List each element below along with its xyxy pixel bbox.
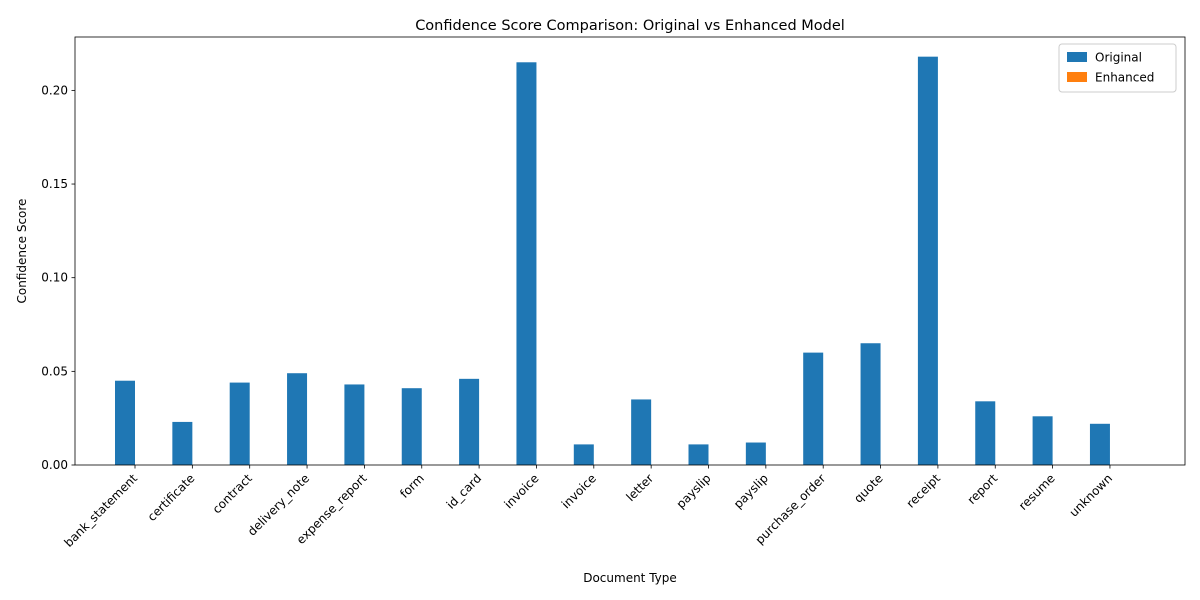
bar-original-17	[1089, 423, 1110, 465]
bar-original-9	[631, 399, 652, 465]
bar-original-3	[287, 373, 308, 465]
bar-original-11	[745, 442, 766, 465]
y-tick-label: 0.00	[41, 458, 68, 472]
y-tick-label: 0.05	[41, 364, 68, 378]
bar-original-16	[1032, 416, 1053, 465]
chart-title: Confidence Score Comparison: Original vs…	[415, 18, 845, 34]
bar-original-7	[516, 62, 537, 465]
legend-swatch-original	[1067, 52, 1087, 62]
bar-original-13	[860, 343, 881, 465]
legend-label-enhanced: Enhanced	[1095, 71, 1154, 85]
bar-original-5	[401, 388, 422, 465]
bar-original-14	[917, 56, 938, 466]
legend: Original Enhanced	[1058, 43, 1177, 93]
bar-original-1	[172, 421, 193, 465]
y-axis-title: Confidence Score	[15, 199, 29, 304]
bar-original-10	[688, 444, 709, 465]
bar-original-8	[573, 444, 594, 465]
bar-original-4	[344, 384, 365, 465]
legend-box	[1058, 43, 1177, 93]
bar-original-2	[229, 382, 250, 465]
bar-original-15	[975, 401, 996, 465]
x-axis-title: Document Type	[583, 571, 677, 585]
y-tick-label: 0.15	[41, 177, 68, 191]
legend-swatch-enhanced	[1067, 72, 1087, 82]
y-tick-label: 0.10	[41, 271, 68, 285]
bar-original-12	[803, 352, 824, 465]
bar-original-0	[115, 380, 135, 465]
y-tick-label: 0.20	[41, 83, 68, 97]
axes-frame	[74, 36, 1186, 466]
legend-label-original: Original	[1095, 51, 1142, 65]
bar-original-6	[459, 378, 480, 465]
